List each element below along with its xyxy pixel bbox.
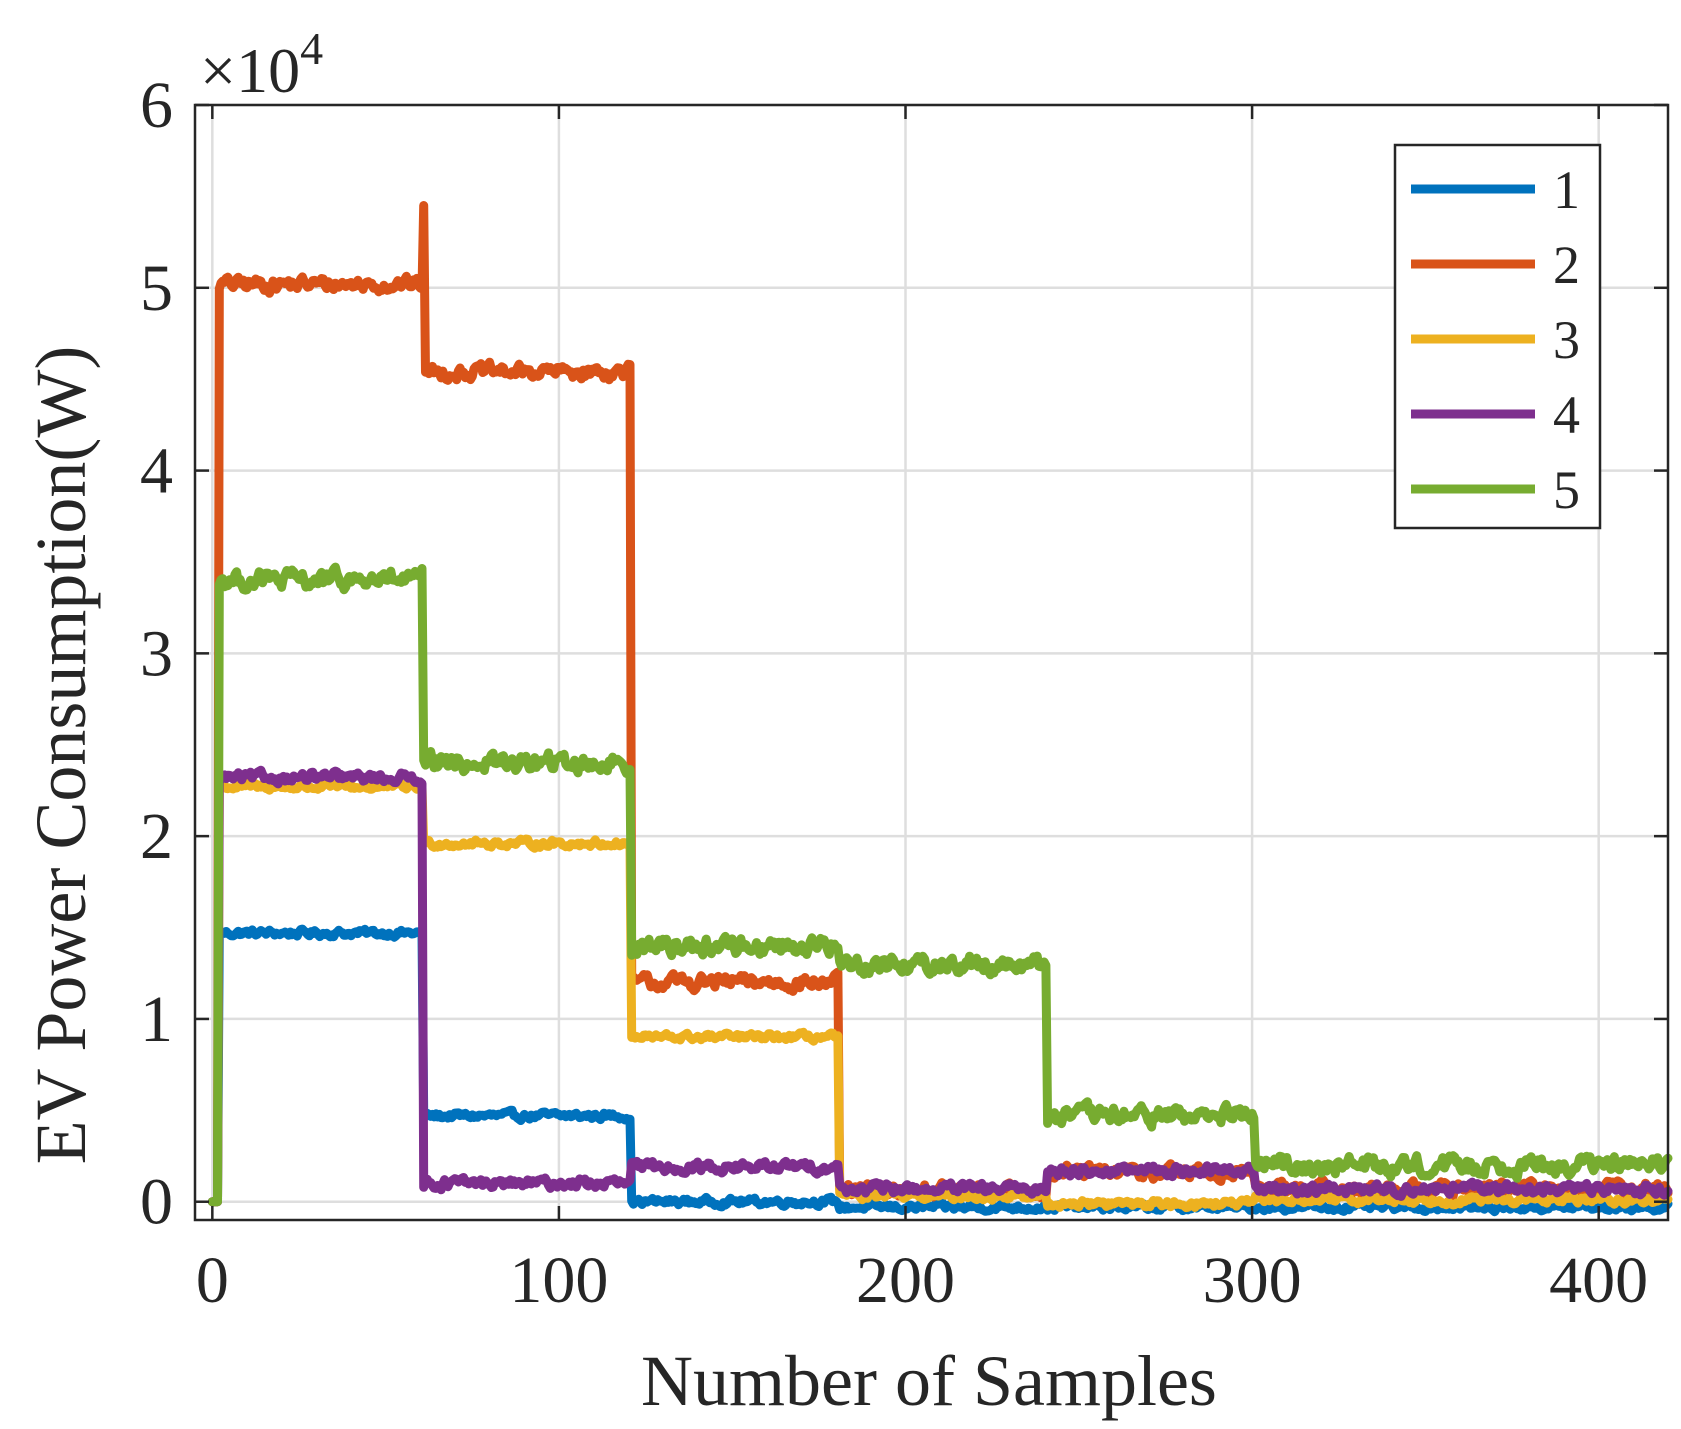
legend-label-3: 3 — [1553, 310, 1580, 370]
y-axis-title: EV Power Consumption(W) — [21, 346, 101, 1165]
x-tick-label: 200 — [856, 1244, 955, 1317]
y-tick-label: 4 — [140, 435, 173, 508]
series-line-4 — [207, 765, 1673, 1207]
y-tick-labels: 0 1 2 3 4 5 6 — [140, 69, 173, 1239]
plot-frame — [193, 103, 1670, 1222]
legend-label-2: 2 — [1553, 235, 1580, 295]
series-line-1 — [207, 924, 1673, 1217]
legend-label-5: 5 — [1553, 460, 1580, 520]
x-tick-label: 100 — [509, 1244, 608, 1317]
legend-label-4: 4 — [1553, 385, 1580, 445]
legend-label-1: 1 — [1553, 160, 1580, 220]
series-line-5 — [207, 562, 1673, 1207]
y-multiplier-exponent: 4 — [300, 23, 323, 74]
x-tick-labels: 0 100 200 300 400 — [196, 1244, 1648, 1317]
x-tick-label: 0 — [196, 1244, 229, 1317]
series-lines — [207, 201, 1673, 1217]
y-multiplier-label: ×104 — [200, 23, 323, 106]
y-tick-label: 5 — [140, 252, 173, 325]
legend: 1 2 3 4 5 — [1393, 143, 1602, 530]
x-tick-label: 400 — [1549, 1244, 1648, 1317]
x-axis-title: Number of Samples — [641, 1341, 1217, 1421]
y-tick-label: 0 — [140, 1166, 173, 1239]
tick-marks — [195, 103, 1668, 1220]
y-tick-label: 2 — [140, 800, 173, 873]
x-tick-label: 300 — [1203, 1244, 1302, 1317]
y-tick-label: 1 — [140, 983, 173, 1056]
y-tick-label: 6 — [140, 69, 173, 142]
y-tick-label: 3 — [140, 617, 173, 690]
